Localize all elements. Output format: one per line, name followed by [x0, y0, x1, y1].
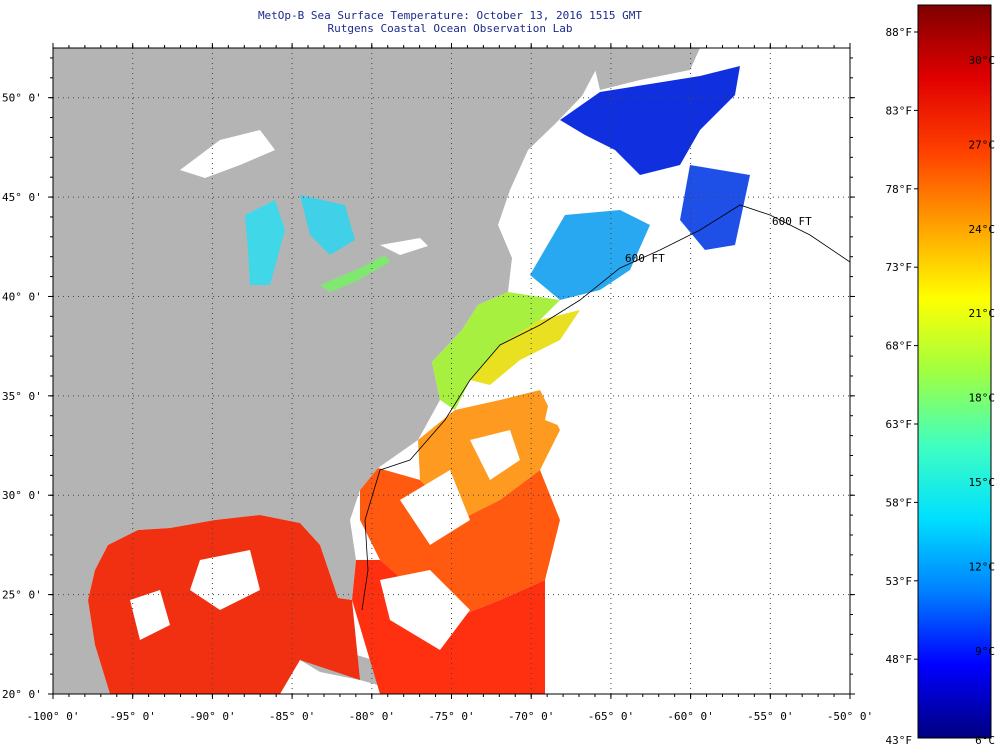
celsius-label: 12°C: [969, 560, 996, 573]
fahrenheit-label: 48°F: [886, 653, 913, 666]
fahrenheit-label: 78°F: [886, 183, 913, 196]
contour-label: 600 FT: [625, 252, 665, 265]
lake-erie: [320, 255, 390, 292]
lon-tick-label: -65° 0': [588, 710, 634, 723]
axis-ticks: -100° 0' -95° 0' -90° 0' -85° 0' -80° 0' -75°…: [2, 43, 873, 723]
depth-contour: [361, 204, 850, 611]
lon-tick-label: -90° 0': [189, 710, 235, 723]
map-subtitle: Rutgens Coastal Ocean Observation Lab: [327, 22, 573, 35]
cloud-patch: [190, 550, 260, 610]
lake-ontario: [380, 238, 428, 255]
cloud-patch: [400, 470, 470, 545]
sst-newfoundland-shelf: [680, 165, 750, 250]
lon-tick-label: -70° 0': [508, 710, 554, 723]
land-mass: [53, 48, 600, 694]
sst-slope-water: [470, 310, 580, 385]
fahrenheit-label: 43°F: [886, 734, 913, 747]
celsius-label: 15°C: [969, 476, 996, 489]
colorbar: [917, 4, 992, 739]
contour-label: 600 FT: [772, 215, 812, 228]
fahrenheit-label: 73°F: [886, 261, 913, 274]
fahrenheit-label: 83°F: [886, 104, 913, 117]
fahrenheit-label: 68°F: [886, 340, 913, 353]
lat-tick-label: 25° 0': [2, 589, 42, 602]
lon-tick-label: -55° 0': [747, 710, 793, 723]
celsius-label: 24°C: [969, 223, 996, 236]
lon-tick-label: -50° 0': [827, 710, 873, 723]
celsius-label: 30°C: [969, 54, 996, 67]
lon-tick-label: -95° 0': [110, 710, 156, 723]
lat-tick-label: 30° 0': [2, 489, 42, 502]
lon-tick-label: -85° 0': [269, 710, 315, 723]
canada-north: [590, 48, 700, 90]
celsius-label: 6°C: [975, 734, 995, 747]
lat-tick-label: 20° 0': [2, 688, 42, 701]
lat-tick-label: 35° 0': [2, 390, 42, 403]
lake-huron: [300, 195, 355, 255]
map-layers: [53, 48, 850, 694]
lon-tick-label: -80° 0': [349, 710, 395, 723]
lat-tick-label: 40° 0': [2, 290, 42, 303]
celsius-label: 27°C: [969, 138, 996, 151]
sst-gulf-of-st-lawrence: [560, 66, 740, 175]
sst-mid-atlantic: [432, 292, 560, 410]
lon-tick-label: -75° 0': [428, 710, 474, 723]
map-title: MetOp-B Sea Surface Temperature: October…: [257, 9, 643, 22]
lat-tick-label: 50° 0': [2, 92, 42, 105]
fahrenheit-label: 88°F: [886, 26, 913, 39]
cloud-patch: [380, 570, 470, 650]
cloud-patch: [130, 590, 170, 640]
lat-tick-label: 45° 0': [2, 191, 42, 204]
celsius-label: 21°C: [969, 307, 996, 320]
lon-tick-label: -100° 0': [27, 710, 80, 723]
lon-tick-label: -60° 0': [667, 710, 713, 723]
lake-superior: [180, 130, 275, 178]
fahrenheit-label: 58°F: [886, 496, 913, 509]
fahrenheit-label: 63°F: [886, 418, 913, 431]
fahrenheit-label: 53°F: [886, 575, 913, 588]
sst-gulf-of-maine: [530, 210, 650, 300]
colorbar-labels: 88°F 83°F 78°F 73°F 68°F 63°F 58°F 53°F 48°F 43°F…: [886, 26, 996, 747]
celsius-label: 18°C: [969, 392, 996, 405]
celsius-label: 9°C: [975, 645, 995, 658]
cloud-patch: [545, 330, 620, 430]
lake-michigan: [245, 200, 285, 285]
cloud-patch: [470, 430, 520, 480]
